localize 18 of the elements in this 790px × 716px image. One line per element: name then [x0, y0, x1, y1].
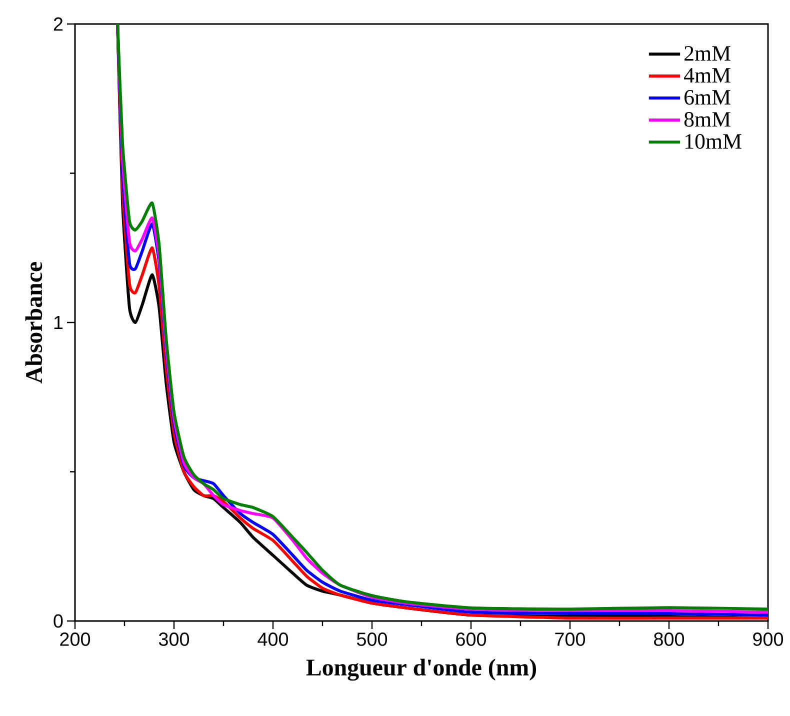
- x-tick-label: 700: [555, 632, 586, 646]
- x-tick-label: 300: [158, 632, 190, 646]
- x-tick-label: 500: [356, 632, 388, 646]
- x-tick-label: 900: [753, 632, 784, 646]
- x-tick-label: 400: [258, 632, 288, 646]
- y-tick-label: 2: [54, 17, 63, 31]
- legend-label: 8mM: [684, 112, 730, 127]
- y-axis-title: Absorbance: [25, 262, 42, 384]
- legend-label: 4mM: [684, 68, 730, 83]
- x-tick-label: 600: [456, 632, 486, 646]
- y-tick-label: 1: [54, 316, 63, 330]
- legend-label: 10mM: [685, 134, 742, 149]
- x-tick-label: 800: [654, 632, 684, 646]
- x-tick-label: 200: [60, 632, 90, 646]
- legend-label: 6mM: [684, 90, 730, 105]
- y-tick-label: 0: [54, 614, 63, 628]
- legend-label: 2mM: [684, 46, 730, 61]
- x-axis-title: Longueur d'onde (nm): [306, 658, 536, 681]
